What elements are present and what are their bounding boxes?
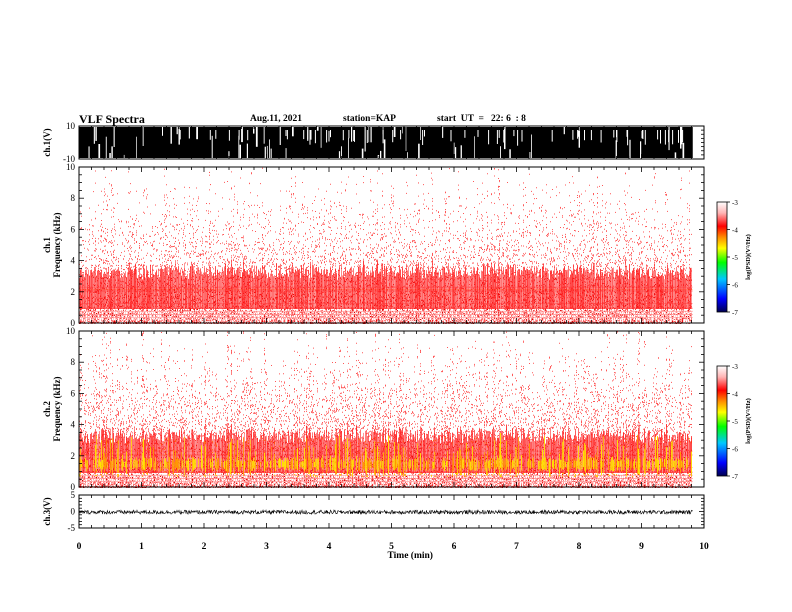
ch1-wave-ylabel: ch.1(V) <box>42 128 52 156</box>
ch1-colorbar <box>716 201 728 313</box>
ch3-wave-tick-label: 5 <box>71 490 76 500</box>
ch2-spec-tick-label: 8 <box>71 357 76 367</box>
ch1-spec-tick-label: 10 <box>66 162 76 172</box>
colorbar-label: log(PSD)(V²/Hz) <box>745 398 752 444</box>
ch1-spec-ylabel: ch.1 <box>42 237 52 253</box>
ch1-spec-tick-label: 8 <box>71 193 76 203</box>
ch1-spec-tick-label: 0 <box>71 318 76 328</box>
ch2-spec-ylabel: Frequency (kHz) <box>52 376 62 441</box>
x-tick-label: 2 <box>202 542 207 552</box>
ch2-spec-tick-label: 2 <box>71 451 76 461</box>
ch1-wave-tick-label: 10 <box>66 121 76 131</box>
ch3-waveform-line <box>78 509 693 516</box>
ch3-wave-tick-label: 0 <box>71 507 76 517</box>
colorbar-tick-label: -5 <box>732 254 738 262</box>
colorbar-tick-label: -4 <box>732 227 738 235</box>
colorbar-tick-label: -6 <box>732 282 738 290</box>
ch2-spec-tick-label: 10 <box>66 326 76 336</box>
colorbar-tick-label: -3 <box>732 199 738 207</box>
ch1-spec-tick-label: 4 <box>71 256 76 266</box>
ch2-spectrogram-cells-yellow-band <box>79 433 692 477</box>
x-tick-label: 10 <box>699 542 709 552</box>
ch2-colorbar <box>716 365 728 477</box>
colorbar-tick-label: -3 <box>732 363 738 371</box>
x-tick-label: 6 <box>452 542 457 552</box>
x-tick-label: 5 <box>389 542 394 552</box>
station-label: station=KAP <box>343 114 396 124</box>
x-tick-label: 7 <box>514 542 519 552</box>
ch1-spec-tick-label: 2 <box>71 287 76 297</box>
colorbar-tick-label: -6 <box>732 446 738 454</box>
x-tick-label: 1 <box>139 542 144 552</box>
x-tick-label: 4 <box>327 542 332 552</box>
colorbar-tick-label: -7 <box>732 473 738 481</box>
ch1-spec-tick-label: 6 <box>71 224 76 234</box>
x-tick-label: 8 <box>577 542 582 552</box>
ch2-spec-ylabel: ch.2 <box>42 401 52 417</box>
ch1-spec-ylabel: Frequency (kHz) <box>52 212 62 277</box>
ch2-spec-tick-label: 6 <box>71 388 76 398</box>
colorbar-tick-label: -7 <box>732 309 738 317</box>
date-label: Aug.11, 2021 <box>250 114 302 124</box>
chart-title: VLF Spectra <box>79 112 145 126</box>
ch1-wave-tick-label: -10 <box>63 154 75 164</box>
x-tick-label: 9 <box>639 542 644 552</box>
ch1-waveform-fill <box>79 127 693 158</box>
colorbar-tick-label: -4 <box>732 391 738 399</box>
ch3-wave-ylabel: ch.3(V) <box>42 497 52 525</box>
colorbar-label: log(PSD)(V²/Hz) <box>745 234 752 280</box>
start-time-label: start UT = 22: 6 : 8 <box>437 114 526 124</box>
x-axis-label: Time (min) <box>388 550 433 561</box>
ch1-spectrogram-cells-low-band <box>79 257 692 309</box>
colorbar-tick-label: -5 <box>732 418 738 426</box>
x-tick-label: 0 <box>77 542 82 552</box>
ch2-spec-tick-label: 0 <box>71 482 76 492</box>
x-tick-label: 3 <box>264 542 269 552</box>
ch3-wave-tick-label: -5 <box>68 523 76 533</box>
ch2-spec-tick-label: 4 <box>71 420 76 430</box>
